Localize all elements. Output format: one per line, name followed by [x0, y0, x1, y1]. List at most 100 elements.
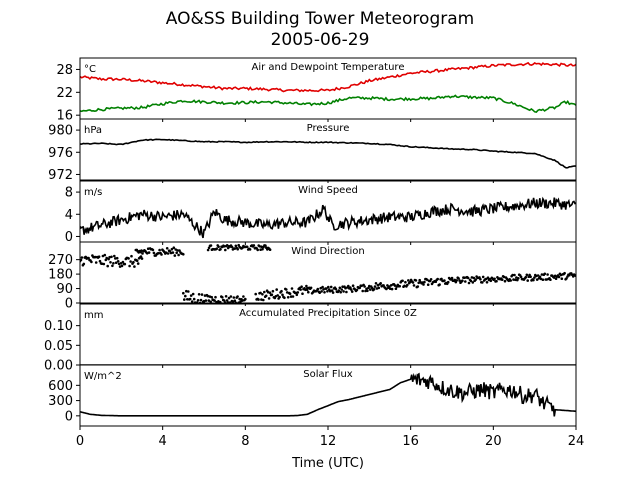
- scatter-point: [351, 284, 355, 288]
- panel-title-temperature: Air and Dewpoint Temperature: [252, 62, 405, 73]
- scatter-point: [318, 291, 322, 295]
- scatter-point: [82, 262, 86, 266]
- scatter-point: [503, 279, 507, 283]
- scatter-point: [386, 284, 389, 287]
- plot-area-pressure: [80, 138, 576, 169]
- scatter-point: [123, 262, 127, 266]
- scatter-point: [418, 278, 422, 282]
- scatter-point: [304, 288, 307, 292]
- scatter-point: [187, 290, 190, 293]
- series-line-solar_flux-0: [80, 372, 576, 417]
- scatter-point: [291, 295, 295, 298]
- scatter-point: [307, 290, 310, 294]
- scatter-point: [355, 288, 359, 292]
- scatter-point: [128, 264, 131, 268]
- y-tick-label-precipitation: 0.00: [44, 359, 73, 374]
- scatter-point: [248, 248, 252, 251]
- scatter-point: [268, 248, 272, 251]
- y-tick-label-wind_direction: 90: [56, 282, 73, 297]
- scatter-point: [404, 280, 407, 284]
- scatter-point: [94, 261, 98, 264]
- scatter-point: [98, 259, 102, 263]
- scatter-point: [519, 275, 523, 279]
- x-tick-label: 16: [402, 434, 419, 449]
- scatter-point: [80, 258, 83, 262]
- scatter-point: [241, 299, 244, 302]
- scatter-point: [197, 293, 201, 296]
- scatter-point: [184, 294, 187, 298]
- plot-area-solar_flux: [80, 372, 576, 417]
- scatter-point: [189, 294, 193, 297]
- y-tick-label-wind_direction: 0: [65, 297, 73, 312]
- y-tick-label-pressure: 976: [48, 146, 73, 161]
- scatter-point: [151, 248, 155, 252]
- scatter-point: [438, 283, 441, 286]
- scatter-point: [264, 294, 268, 298]
- scatter-point: [372, 288, 376, 291]
- scatter-point: [469, 279, 473, 283]
- scatter-point: [114, 257, 117, 260]
- panel-temperature: 16 22 28 °C Air and Dewpoint Temperature: [56, 57, 577, 124]
- scatter-point: [414, 279, 418, 282]
- scatter-point: [446, 280, 450, 284]
- y-tick-label-wind_speed: 4: [65, 208, 73, 223]
- scatter-point: [256, 248, 260, 252]
- scatter-point: [466, 276, 470, 280]
- scatter-point: [416, 285, 420, 288]
- scatter-point: [225, 299, 229, 302]
- scatter-point: [133, 265, 136, 268]
- scatter-point: [278, 295, 281, 299]
- scatter-point: [207, 246, 211, 250]
- y-tick-label-pressure: 980: [48, 124, 73, 139]
- scatter-point: [479, 278, 482, 281]
- scatter-point: [342, 290, 345, 293]
- scatter-point: [474, 278, 478, 281]
- scatter-point: [227, 296, 231, 300]
- scatter-point: [323, 291, 326, 294]
- x-tick-label: 20: [485, 434, 502, 449]
- scatter-point: [379, 282, 383, 285]
- chart-subtitle: 2005-06-29: [271, 30, 370, 50]
- scatter-point: [260, 245, 263, 248]
- scatter-point: [377, 286, 381, 290]
- scatter-point: [147, 251, 151, 254]
- scatter-point: [398, 284, 402, 288]
- x-tick-label: 12: [320, 434, 337, 449]
- scatter-point: [529, 275, 532, 279]
- scatter-point: [388, 285, 391, 288]
- scatter-point: [127, 257, 130, 260]
- scatter-point: [283, 296, 286, 300]
- scatter-point: [299, 288, 302, 291]
- y-tick-label-wind_speed: 8: [65, 186, 73, 201]
- scatter-point: [329, 285, 333, 289]
- scatter-point: [236, 295, 239, 298]
- panel-title-solar_flux: Solar Flux: [303, 369, 353, 380]
- scatter-point: [319, 286, 323, 290]
- scatter-point: [120, 264, 124, 268]
- scatter-point: [171, 251, 175, 254]
- scatter-point: [80, 256, 84, 259]
- scatter-point: [232, 296, 236, 299]
- y-tick-label-temperature: 22: [56, 86, 73, 101]
- scatter-point: [327, 285, 330, 289]
- scatter-point: [267, 297, 271, 300]
- scatter-point: [191, 292, 195, 296]
- scatter-point: [261, 293, 264, 296]
- scatter-point: [426, 283, 430, 287]
- scatter-point: [340, 288, 344, 291]
- scatter-point: [374, 282, 378, 285]
- scatter-point: [185, 289, 188, 293]
- scatter-point: [199, 298, 203, 302]
- scatter-point: [97, 255, 101, 258]
- scatter-point: [524, 275, 528, 279]
- series-line-pressure-0: [80, 138, 576, 169]
- scatter-point: [536, 274, 540, 277]
- scatter-point: [401, 279, 404, 283]
- scatter-point: [549, 278, 552, 282]
- scatter-point: [263, 290, 266, 294]
- scatter-point: [347, 284, 350, 288]
- scatter-point: [450, 277, 454, 280]
- scatter-point: [325, 287, 328, 290]
- scatter-point: [484, 277, 488, 281]
